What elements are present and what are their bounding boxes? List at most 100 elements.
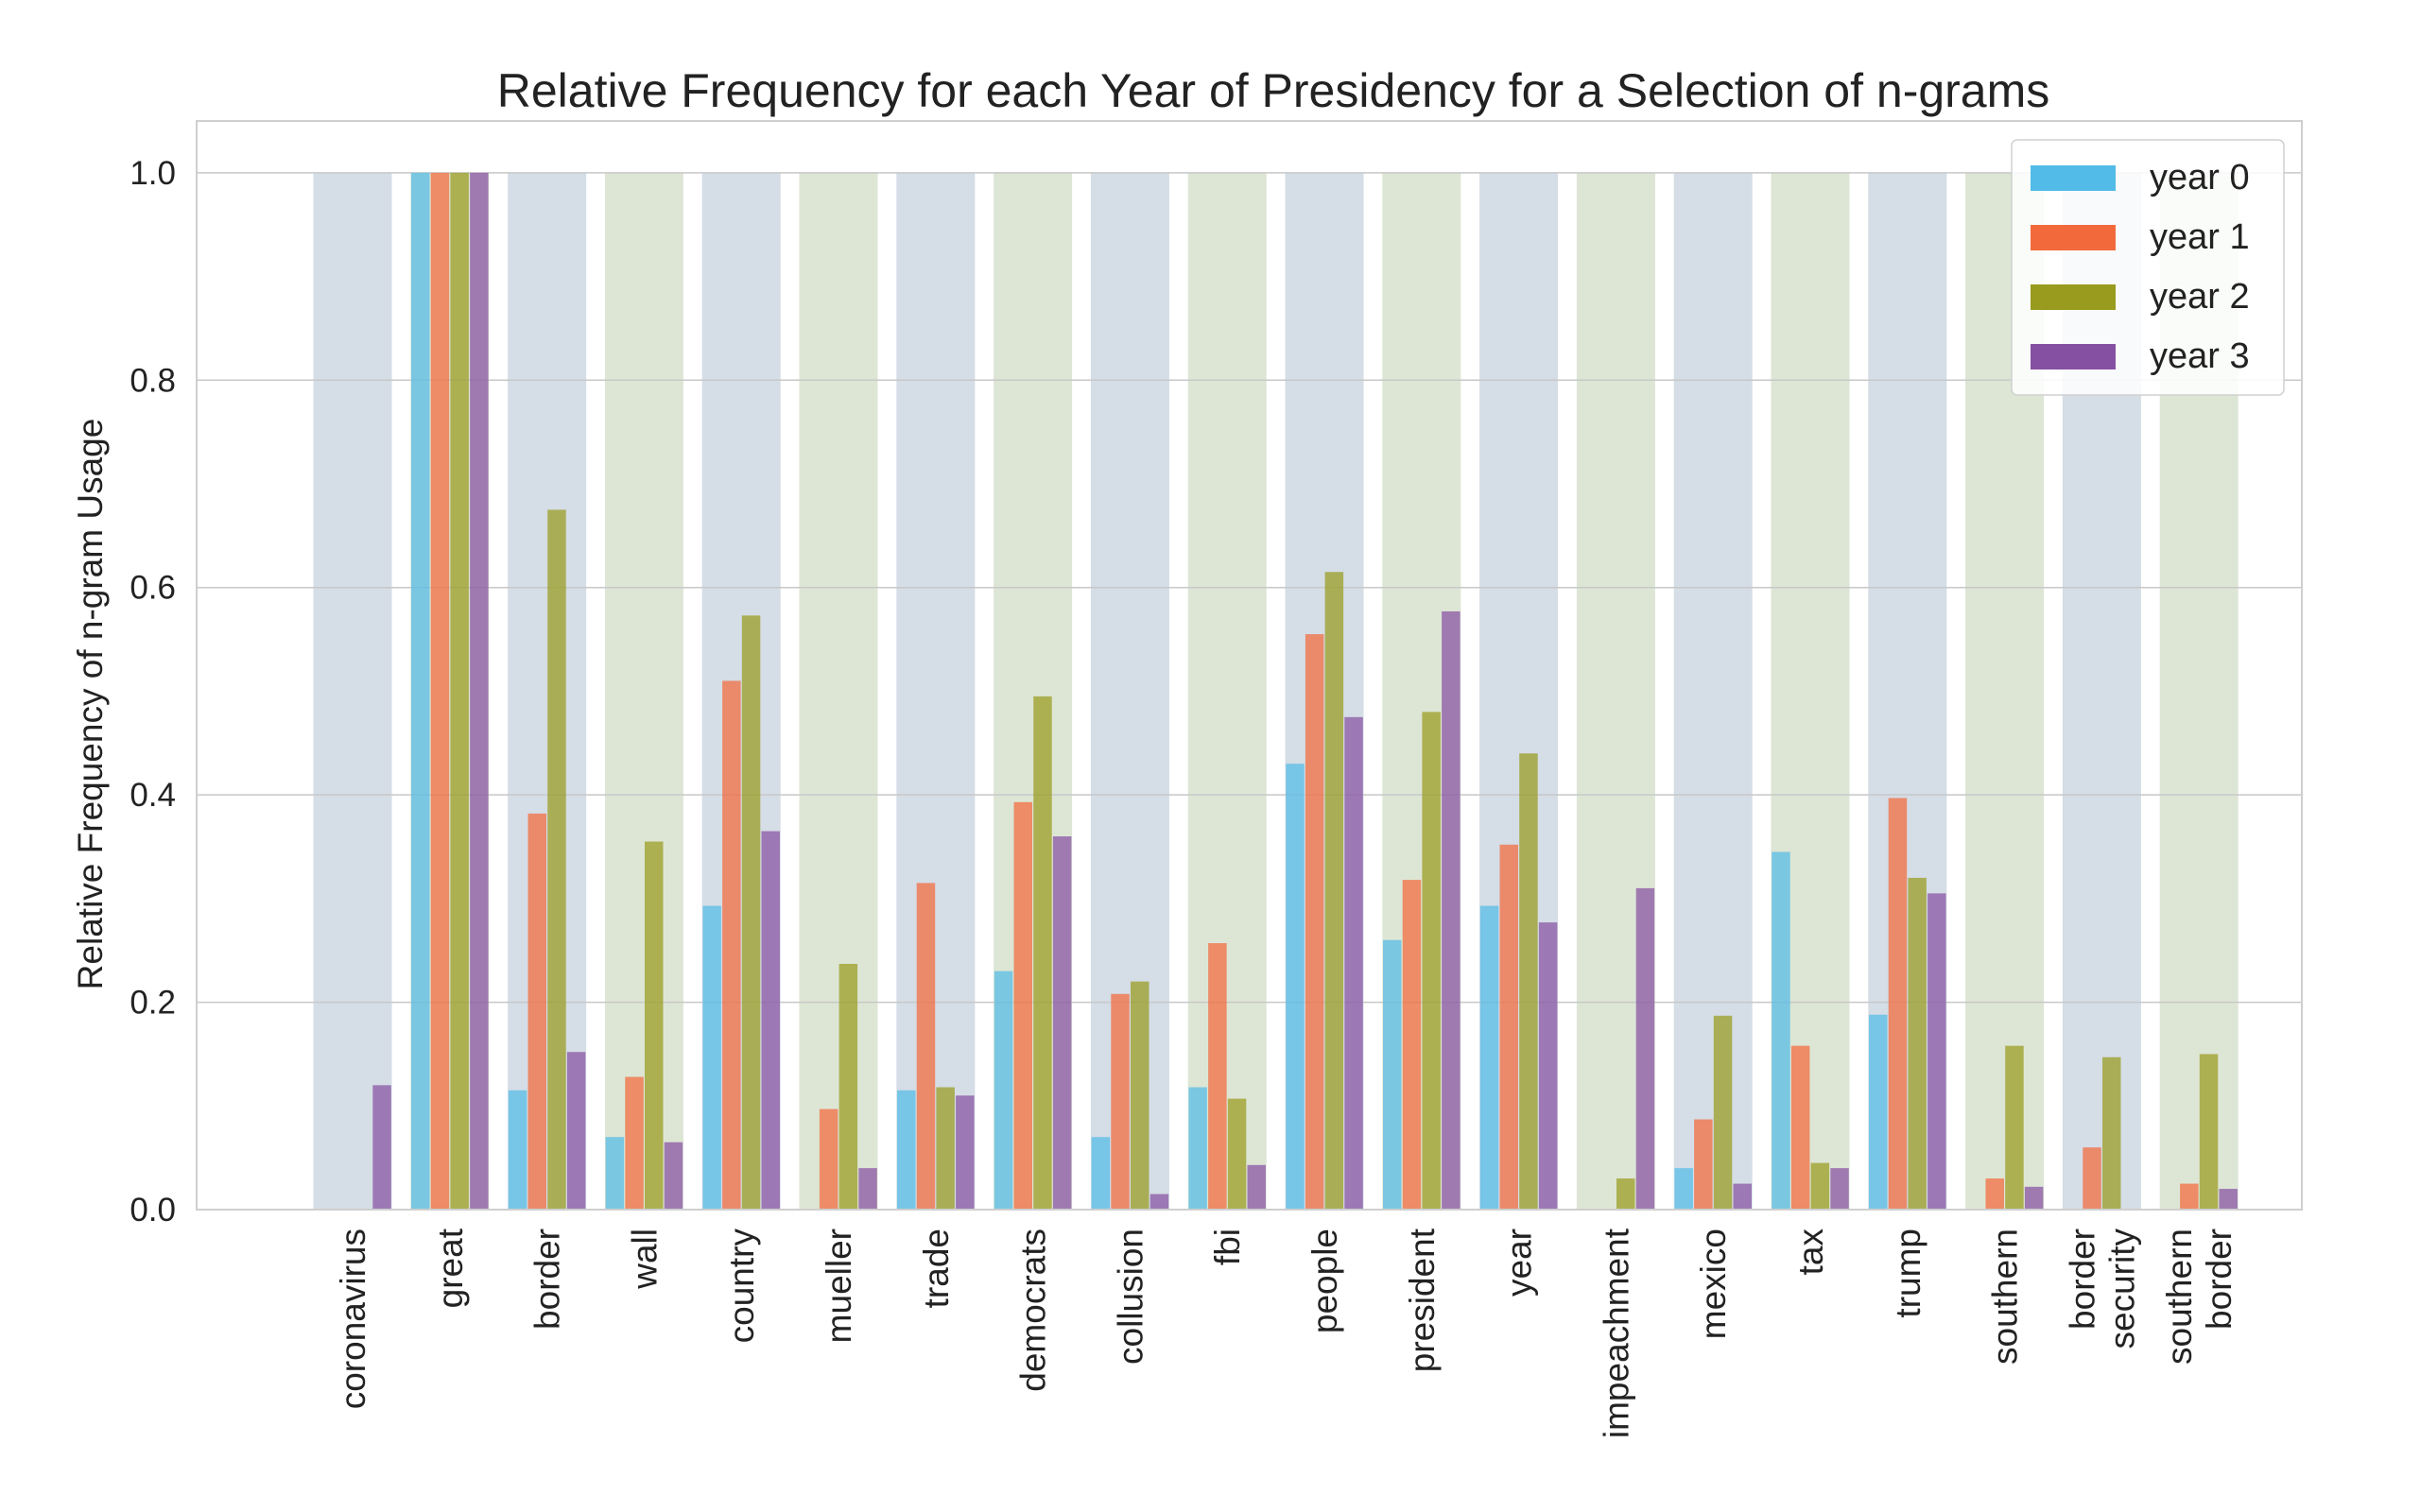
bar (1305, 634, 1324, 1210)
bar (1674, 1168, 1693, 1210)
bar (994, 971, 1013, 1210)
legend-box (2011, 139, 2285, 396)
bar (1227, 1098, 1247, 1210)
bar (1927, 893, 1946, 1210)
background-band (1187, 172, 1267, 1210)
background-band (1090, 172, 1169, 1210)
y-tick-label: 0.2 (130, 985, 176, 1022)
bar (450, 172, 469, 1210)
bar (1830, 1168, 1849, 1210)
x-tick-label: president (1403, 1228, 1442, 1372)
x-tick-label: southern (1986, 1228, 2025, 1365)
legend-label: year 0 (2150, 158, 2250, 198)
y-tick-label: 1.0 (130, 155, 176, 192)
bar (702, 905, 721, 1210)
x-tick-labels: coronavirus great border wall country mueller… (334, 1228, 2238, 1438)
bar (1247, 1164, 1266, 1210)
bar (664, 1142, 683, 1210)
x-tick-label: people (1305, 1228, 1344, 1333)
bar (858, 1168, 877, 1210)
bar (1985, 1178, 2004, 1210)
background-band (508, 172, 587, 1210)
bar (2180, 1183, 2199, 1210)
bar (430, 172, 450, 1210)
bar (1733, 1183, 1752, 1210)
bar (1869, 1014, 1888, 1210)
x-tick-label: southern (2160, 1228, 2199, 1365)
bar (1208, 943, 1227, 1210)
bar (1131, 981, 1150, 1210)
bar (956, 1095, 975, 1210)
bar (1538, 922, 1558, 1210)
legend-swatch (2031, 225, 2116, 250)
bar (1810, 1162, 1830, 1210)
bar (1013, 801, 1032, 1210)
bar (470, 172, 489, 1210)
bar (1616, 1178, 1635, 1210)
legend-label: year 1 (2150, 217, 2250, 257)
bar (566, 1052, 586, 1210)
bar (761, 831, 780, 1210)
bar (722, 680, 741, 1210)
x-tick-label: impeachment (1597, 1228, 1635, 1438)
x-tick-label: year (1500, 1228, 1539, 1297)
bar (936, 1087, 955, 1210)
bar (1519, 753, 1538, 1210)
y-tick-label: 0.6 (130, 570, 176, 607)
bar (2102, 1057, 2121, 1210)
background-band (896, 172, 976, 1210)
x-tick-label: border (2063, 1228, 2101, 1330)
bar (411, 172, 430, 1210)
x-tick-label: democrats (1014, 1228, 1053, 1392)
bar (1499, 844, 1518, 1210)
x-tick-label: collusion (1111, 1228, 1150, 1365)
bar (1479, 905, 1499, 1210)
background-band (1673, 172, 1753, 1210)
legend-swatch (2031, 165, 2116, 191)
y-tick-label: 0.4 (130, 777, 176, 814)
legend-label: year 3 (2150, 336, 2250, 376)
x-tick-label: tax (1791, 1228, 1830, 1276)
bar (897, 1090, 916, 1210)
bar (1286, 764, 1305, 1210)
x-tick-label: security (2102, 1228, 2141, 1349)
bar (605, 1137, 625, 1210)
bar (547, 509, 566, 1210)
bar (1442, 610, 1461, 1210)
bar (1402, 880, 1422, 1210)
x-tick-label: border (528, 1228, 567, 1330)
bar (1111, 993, 1130, 1210)
chart-title: Relative Frequency for each Year of Pres… (497, 64, 2050, 117)
background-band (799, 172, 878, 1210)
x-tick-label: trade (917, 1228, 956, 1308)
bar (1908, 877, 1927, 1210)
x-tick-label: fbi (1208, 1228, 1247, 1265)
bar (819, 1108, 838, 1210)
legend: year 0 year 1 year 2 year 3 (2011, 139, 2285, 396)
bar (625, 1076, 644, 1210)
bar (1422, 712, 1441, 1210)
legend-swatch (2031, 284, 2116, 310)
bar (1635, 887, 1655, 1210)
bar (1713, 1015, 1733, 1210)
x-tick-label: mexico (1694, 1228, 1733, 1339)
bar (2083, 1147, 2101, 1210)
legend-label: year 2 (2150, 277, 2250, 317)
bar (2005, 1045, 2024, 1210)
x-tick-label: trump (1889, 1228, 1927, 1318)
x-tick-label: great (431, 1228, 470, 1308)
bar (838, 963, 858, 1210)
bar (741, 615, 761, 1210)
bar (916, 883, 936, 1210)
bar (508, 1090, 527, 1210)
bar (527, 813, 546, 1210)
background-band (604, 172, 683, 1210)
x-tick-label: border (2200, 1228, 2238, 1330)
bar (1344, 716, 1363, 1210)
plot-frame (196, 120, 2303, 1211)
bar (372, 1085, 391, 1210)
y-tick-label: 0.8 (130, 362, 176, 399)
bar (1383, 939, 1402, 1210)
background-band (313, 172, 392, 1210)
legend-swatch (2031, 344, 2116, 369)
